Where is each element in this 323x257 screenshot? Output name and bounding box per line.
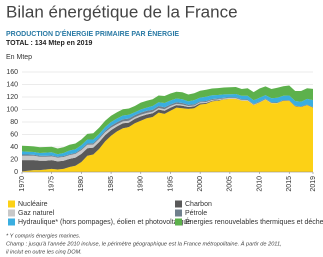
footnote: il inclut en outre les cinq DOM. <box>6 249 82 255</box>
y-tick-label: 100 <box>6 106 18 113</box>
x-tick-label: 1990 <box>138 176 145 192</box>
x-tick-label: 1995 <box>167 176 174 192</box>
y-axis-label: En Mtep <box>6 54 32 61</box>
legend-label: Hydraulique* (hors pompages), éolien et … <box>18 219 191 226</box>
y-tick-label: 140 <box>6 81 18 88</box>
y-tick-label: 20 <box>10 156 18 163</box>
y-tick-label: 120 <box>6 94 18 101</box>
legend-swatch <box>175 209 182 217</box>
x-tick-label: 1985 <box>108 176 115 192</box>
legend-swatch <box>8 209 15 217</box>
x-tick-label: 1975 <box>49 176 56 192</box>
total-label: TOTAL : 134 Mtep en 2019 <box>6 40 92 47</box>
legend-swatch <box>175 218 182 226</box>
x-tick-label: 2005 <box>227 176 234 192</box>
footnote: Champ : jusqu'à l'année 2010 incluse, le… <box>6 240 282 247</box>
chart-title: Bilan énergétique de la France <box>6 2 238 21</box>
y-tick-label: 40 <box>10 144 18 151</box>
area <box>22 98 313 162</box>
x-tick-label: 2019 <box>310 176 317 192</box>
y-tick-label: 0 <box>14 169 18 176</box>
x-tick-label: 1970 <box>19 176 26 192</box>
y-tick-label: 60 <box>10 131 18 138</box>
area <box>22 93 313 157</box>
legend-label: Pétrole <box>185 210 207 217</box>
footnote: * Y compris énergies marines. <box>6 233 80 239</box>
x-tick-label: 1980 <box>78 176 85 192</box>
area <box>22 98 313 172</box>
legend-label: Énergies renouvelables thermiques et déc… <box>185 217 323 226</box>
legend-label: Nucléaire <box>18 201 48 208</box>
area <box>22 98 313 172</box>
x-tick-label: 2010 <box>256 176 263 192</box>
y-tick-label: 160 <box>6 69 18 76</box>
legend-label: Gaz naturel <box>18 210 55 217</box>
y-tick-label: 80 <box>10 119 18 126</box>
area <box>22 85 313 155</box>
legend-swatch <box>175 200 182 208</box>
legend-swatch <box>8 200 15 208</box>
area <box>22 97 313 158</box>
x-tick-label: 2015 <box>286 176 293 192</box>
chart-subtitle: PRODUCTION D'ÉNERGIE PRIMAIRE PAR ÉNERGI… <box>6 29 179 38</box>
legend-swatch <box>8 218 15 226</box>
x-tick-label: 2000 <box>197 176 204 192</box>
legend-label: Charbon <box>185 201 212 208</box>
